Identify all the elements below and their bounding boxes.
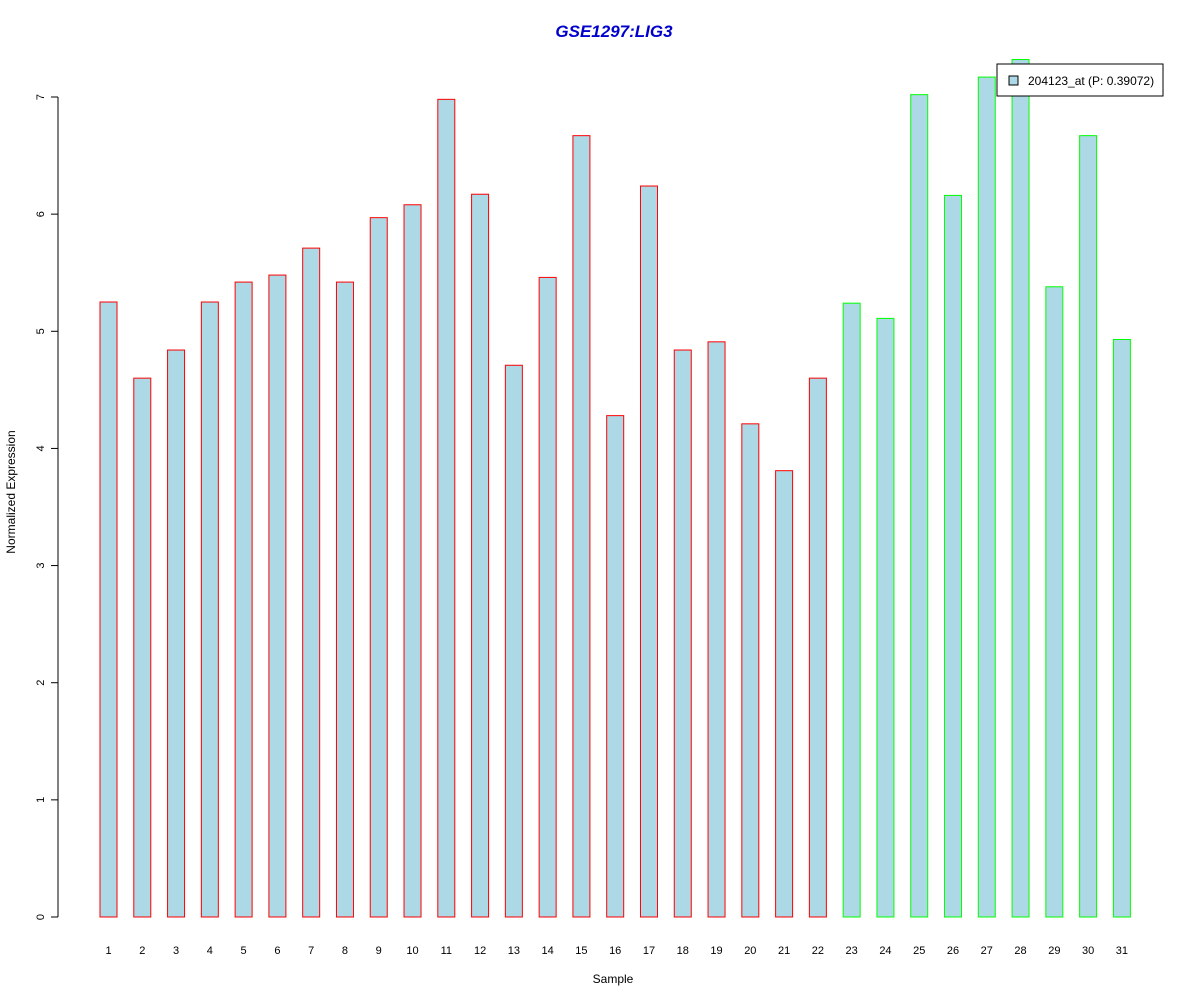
x-tick-label: 10	[406, 945, 418, 957]
bar-sample-28	[1012, 60, 1029, 917]
x-tick-label: 24	[879, 945, 891, 957]
bars	[100, 60, 1130, 917]
y-tick-label: 1	[35, 797, 47, 803]
bar-sample-15	[573, 136, 590, 917]
bar-sample-13	[505, 365, 522, 917]
x-tick-label: 7	[308, 945, 314, 957]
bar-sample-30	[1080, 136, 1097, 917]
y-tick-label: 0	[35, 914, 47, 920]
bar-sample-12	[472, 194, 489, 917]
bar-sample-1	[100, 302, 117, 917]
x-tick-label: 15	[575, 945, 587, 957]
y-tick-label: 4	[35, 445, 47, 451]
bar-sample-8	[336, 282, 353, 917]
x-tick-label: 25	[913, 945, 925, 957]
x-tick-label: 28	[1014, 945, 1026, 957]
x-tick-label: 6	[274, 945, 280, 957]
bar-sample-20	[742, 424, 759, 917]
bar-sample-14	[539, 277, 556, 917]
x-tick-label: 8	[342, 945, 348, 957]
x-tick-label: 26	[947, 945, 959, 957]
y-tick-label: 2	[35, 680, 47, 686]
bar-sample-25	[911, 95, 928, 917]
x-tick-label: 27	[981, 945, 993, 957]
x-tick-label: 2	[139, 945, 145, 957]
bar-sample-29	[1046, 287, 1063, 917]
bar-sample-2	[134, 378, 151, 917]
x-tick-label: 12	[474, 945, 486, 957]
y-axis-title: Normalized Expression	[4, 430, 18, 553]
x-tick-label: 11	[441, 945, 452, 957]
bar-sample-16	[607, 416, 624, 917]
bar-sample-27	[978, 77, 995, 917]
x-tick-label: 14	[542, 945, 554, 957]
x-tick-label: 19	[710, 945, 722, 957]
x-tick-label: 29	[1048, 945, 1060, 957]
bar-sample-10	[404, 205, 421, 917]
x-tick-label: 13	[508, 945, 520, 957]
x-tick-label: 23	[846, 945, 858, 957]
bar-sample-17	[640, 186, 657, 917]
bar-sample-23	[843, 303, 860, 917]
x-tick-label: 30	[1082, 945, 1094, 957]
x-tick-labels: 1 2 3 4 5 6 7 8 9 10 11 12 13 14 15 16 17 18 19 20 21 22 23 24 2…	[105, 945, 1128, 957]
bar-sample-4	[201, 302, 218, 917]
chart-title: GSE1297:LIG3	[555, 22, 673, 41]
x-tick-label: 3	[173, 945, 179, 957]
bar-sample-11	[438, 99, 455, 917]
y-axis: 0 1 2 3 4 5 6 7	[35, 94, 58, 920]
x-tick-label: 31	[1116, 945, 1128, 957]
y-tick-label: 5	[35, 328, 47, 334]
x-tick-label: 18	[677, 945, 689, 957]
bar-sample-18	[674, 350, 691, 917]
x-axis-title: Sample	[593, 972, 634, 986]
x-tick-label: 5	[241, 945, 247, 957]
x-tick-label: 4	[207, 945, 213, 957]
y-tick-label: 6	[35, 211, 47, 217]
bar-sample-31	[1113, 339, 1130, 917]
legend: 204123_at (P: 0.39072)	[997, 64, 1163, 96]
y-tick-label: 3	[35, 563, 47, 569]
bar-sample-26	[945, 195, 962, 917]
bar-sample-9	[370, 218, 387, 917]
bar-sample-6	[269, 275, 286, 917]
bar-sample-22	[809, 378, 826, 917]
legend-swatch	[1009, 76, 1018, 85]
bar-sample-5	[235, 282, 252, 917]
bar-sample-19	[708, 342, 725, 917]
bar-sample-7	[303, 248, 320, 917]
legend-label: 204123_at (P: 0.39072)	[1028, 74, 1154, 88]
bar-sample-24	[877, 318, 894, 917]
bar-sample-21	[776, 471, 793, 917]
x-tick-label: 22	[812, 945, 824, 957]
bar-sample-3	[168, 350, 185, 917]
x-tick-label: 20	[744, 945, 756, 957]
x-tick-label: 21	[778, 945, 790, 957]
y-tick-label: 7	[35, 94, 47, 100]
x-tick-label: 17	[643, 945, 655, 957]
x-tick-label: 1	[105, 945, 111, 957]
x-tick-label: 9	[376, 945, 382, 957]
x-tick-label: 16	[609, 945, 621, 957]
